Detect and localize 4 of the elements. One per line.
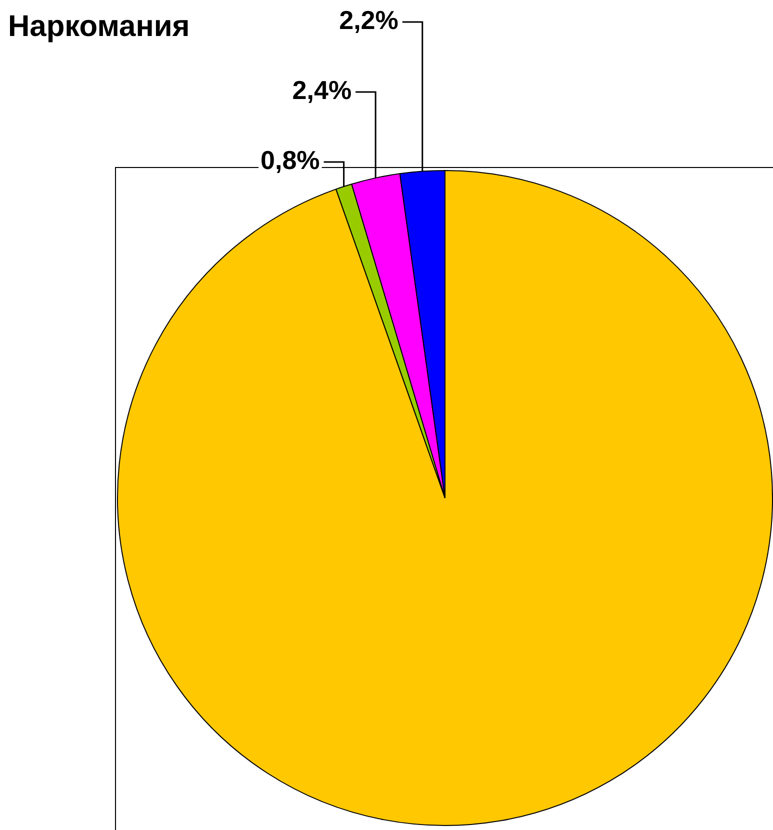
chart-title: Наркомания <box>8 10 190 44</box>
data-label: 2,2% <box>339 5 398 36</box>
data-label: 0,8% <box>260 145 320 176</box>
data-label: 2,4% <box>292 75 352 106</box>
